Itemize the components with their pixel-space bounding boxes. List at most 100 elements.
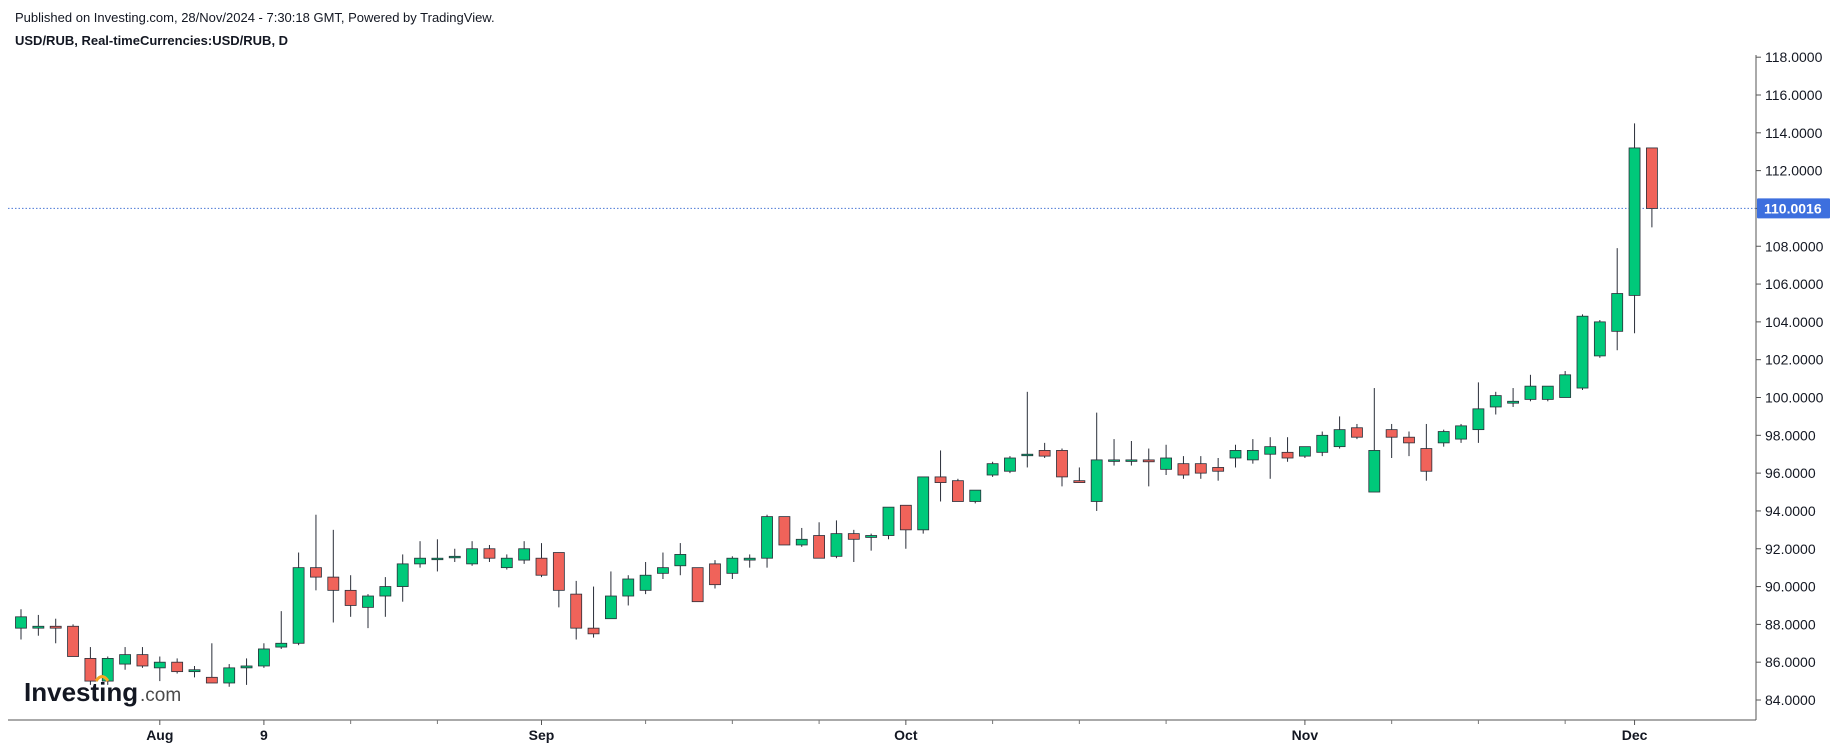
candle — [49, 618, 62, 644]
candle — [15, 609, 27, 640]
candle — [1559, 371, 1572, 398]
candle — [1246, 439, 1259, 464]
logo-text: Investing — [24, 677, 138, 707]
candle-body — [639, 574, 652, 591]
candle — [865, 533, 878, 551]
y-tick-label: 104.0000 — [1765, 314, 1824, 330]
candle-body — [761, 516, 773, 559]
candle — [240, 658, 253, 685]
candle — [726, 556, 739, 579]
candle-body — [1125, 459, 1138, 462]
candle — [969, 489, 982, 504]
candle — [518, 541, 531, 564]
candle — [1403, 431, 1415, 457]
candle — [605, 571, 617, 620]
candle — [327, 529, 340, 623]
y-tick-label: 112.0000 — [1765, 163, 1823, 179]
candle-body — [1351, 427, 1363, 438]
candle — [899, 504, 912, 549]
candle — [761, 514, 773, 568]
candle-body — [1333, 429, 1346, 448]
candle-body — [1507, 400, 1519, 404]
candle — [396, 554, 409, 602]
candle-body — [986, 463, 999, 476]
candle-body — [1246, 450, 1259, 461]
candle-body — [518, 548, 531, 561]
candle-body — [674, 554, 687, 567]
candle-body — [136, 654, 149, 667]
candle-body — [1403, 436, 1415, 444]
candle — [500, 554, 513, 570]
candle — [257, 643, 270, 668]
y-tick-label: 96.0000 — [1765, 465, 1816, 481]
candle-body — [1004, 457, 1016, 472]
chart-header: Published on Investing.com, 28/Nov/2024 … — [15, 9, 495, 50]
logo-suffix: .com — [140, 685, 181, 706]
candle — [639, 561, 652, 595]
candle-body — [952, 480, 964, 502]
candle-body — [49, 625, 62, 629]
candle — [1368, 388, 1381, 493]
candle — [1437, 429, 1450, 447]
candle-body — [847, 533, 860, 540]
candle-body — [726, 557, 739, 574]
candle — [986, 461, 999, 477]
candle — [587, 586, 600, 638]
candle-body — [414, 557, 426, 565]
candle — [1090, 412, 1103, 511]
candle — [1004, 456, 1016, 474]
candle — [1593, 319, 1606, 358]
candle-body — [917, 476, 930, 531]
candle — [570, 580, 583, 640]
candle — [1455, 423, 1467, 443]
candle-body — [1281, 451, 1294, 459]
candle — [552, 552, 565, 608]
candle — [743, 554, 756, 568]
candle-body — [1194, 463, 1207, 474]
candle-body — [1160, 457, 1172, 470]
candle — [674, 543, 687, 576]
candle-body — [379, 586, 392, 597]
candle-body — [691, 567, 704, 603]
candle — [84, 647, 97, 685]
candle-body — [240, 665, 253, 669]
candle-body — [205, 676, 218, 684]
candle — [934, 450, 947, 502]
candle — [67, 624, 79, 657]
candle — [917, 476, 930, 534]
candle-body — [483, 548, 496, 559]
candle — [344, 575, 357, 617]
x-axis: Aug 9 Sep Oct Nov Dec — [8, 719, 1756, 743]
candle-body — [1038, 450, 1051, 457]
candle — [1576, 314, 1589, 390]
candle — [1073, 467, 1086, 483]
candle-body — [1472, 408, 1485, 431]
candle-body — [865, 535, 878, 538]
candle-body — [1212, 467, 1225, 472]
y-tick-label: 100.0000 — [1765, 390, 1824, 406]
candle — [379, 577, 392, 617]
candle-body — [743, 557, 756, 561]
candle-body — [1455, 425, 1467, 440]
candle-body — [153, 661, 166, 669]
candle-body — [934, 476, 947, 483]
candle — [1507, 388, 1519, 407]
candle-body — [622, 578, 635, 597]
candle — [952, 478, 964, 502]
y-tick-label: 94.0000 — [1765, 503, 1816, 519]
candle-body — [899, 504, 912, 531]
candle — [1385, 423, 1398, 458]
candle — [795, 527, 808, 547]
candle — [1229, 444, 1242, 468]
candle — [882, 506, 895, 540]
candle — [1541, 385, 1554, 402]
candle-body — [119, 654, 131, 665]
candle-body — [223, 667, 236, 684]
candle-body — [15, 616, 27, 629]
candle — [1472, 382, 1485, 443]
candle — [535, 543, 548, 578]
candle-body — [1056, 450, 1068, 478]
candle-body — [257, 648, 270, 667]
candle-body — [1524, 385, 1537, 400]
